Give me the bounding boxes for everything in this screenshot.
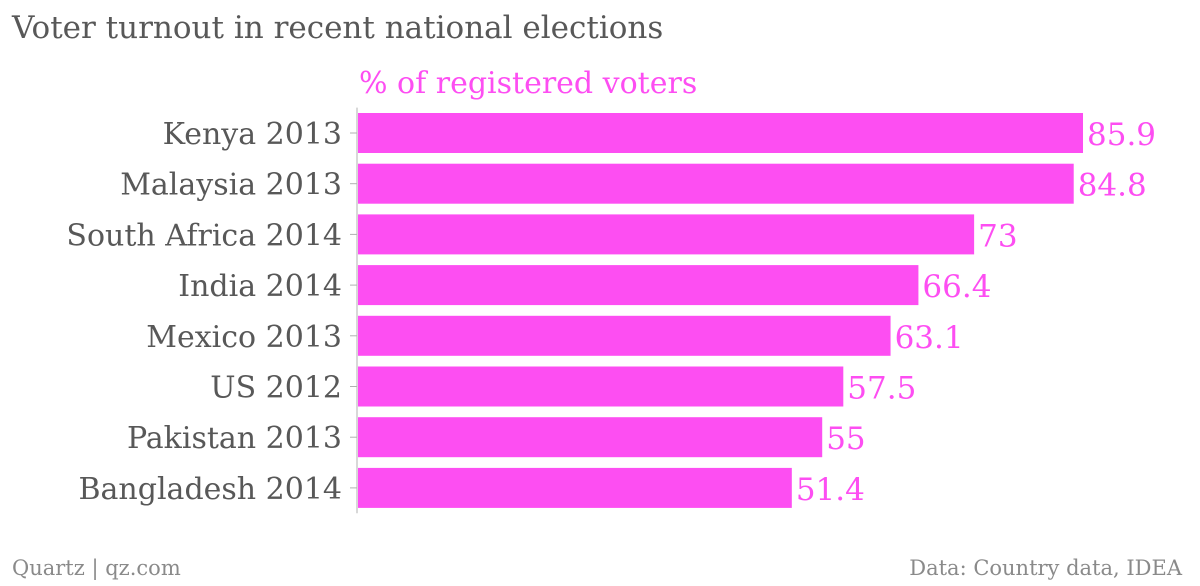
source-text: Data: Country data, IDEA	[909, 556, 1182, 580]
bar	[358, 265, 919, 306]
value-label: 57.5	[847, 371, 916, 407]
category-label: South Africa 2014	[66, 218, 342, 253]
category-label: India 2014	[178, 269, 342, 304]
value-label: 84.8	[1078, 168, 1147, 204]
value-label: 51.4	[796, 472, 865, 508]
bar	[358, 315, 891, 356]
unit-label: % of registered voters	[359, 66, 697, 101]
bar	[358, 366, 844, 407]
bar	[358, 467, 792, 508]
category-label: US 2012	[210, 371, 342, 406]
bars-layer: Kenya 2013 85.9 Malaysia 2013 84.8 South Afr…	[66, 107, 1156, 514]
bar	[358, 214, 975, 255]
category-label: Mexico 2013	[146, 320, 342, 355]
value-label: 85.9	[1087, 117, 1156, 153]
category-label: Bangladesh 2014	[79, 472, 343, 507]
bar	[358, 113, 1083, 153]
credit-text: Quartz | qz.com	[12, 556, 181, 580]
category-label: Pakistan 2013	[127, 421, 342, 456]
chart-title: Voter turnout in recent national electio…	[12, 10, 664, 46]
category-label: Kenya 2013	[163, 117, 342, 152]
value-label: 55	[826, 421, 865, 457]
value-label: 66.4	[922, 269, 991, 305]
bar	[358, 417, 823, 458]
value-label: 73	[978, 218, 1017, 254]
bar	[358, 163, 1074, 204]
category-label: Malaysia 2013	[120, 168, 342, 203]
value-label: 63.1	[895, 320, 964, 356]
